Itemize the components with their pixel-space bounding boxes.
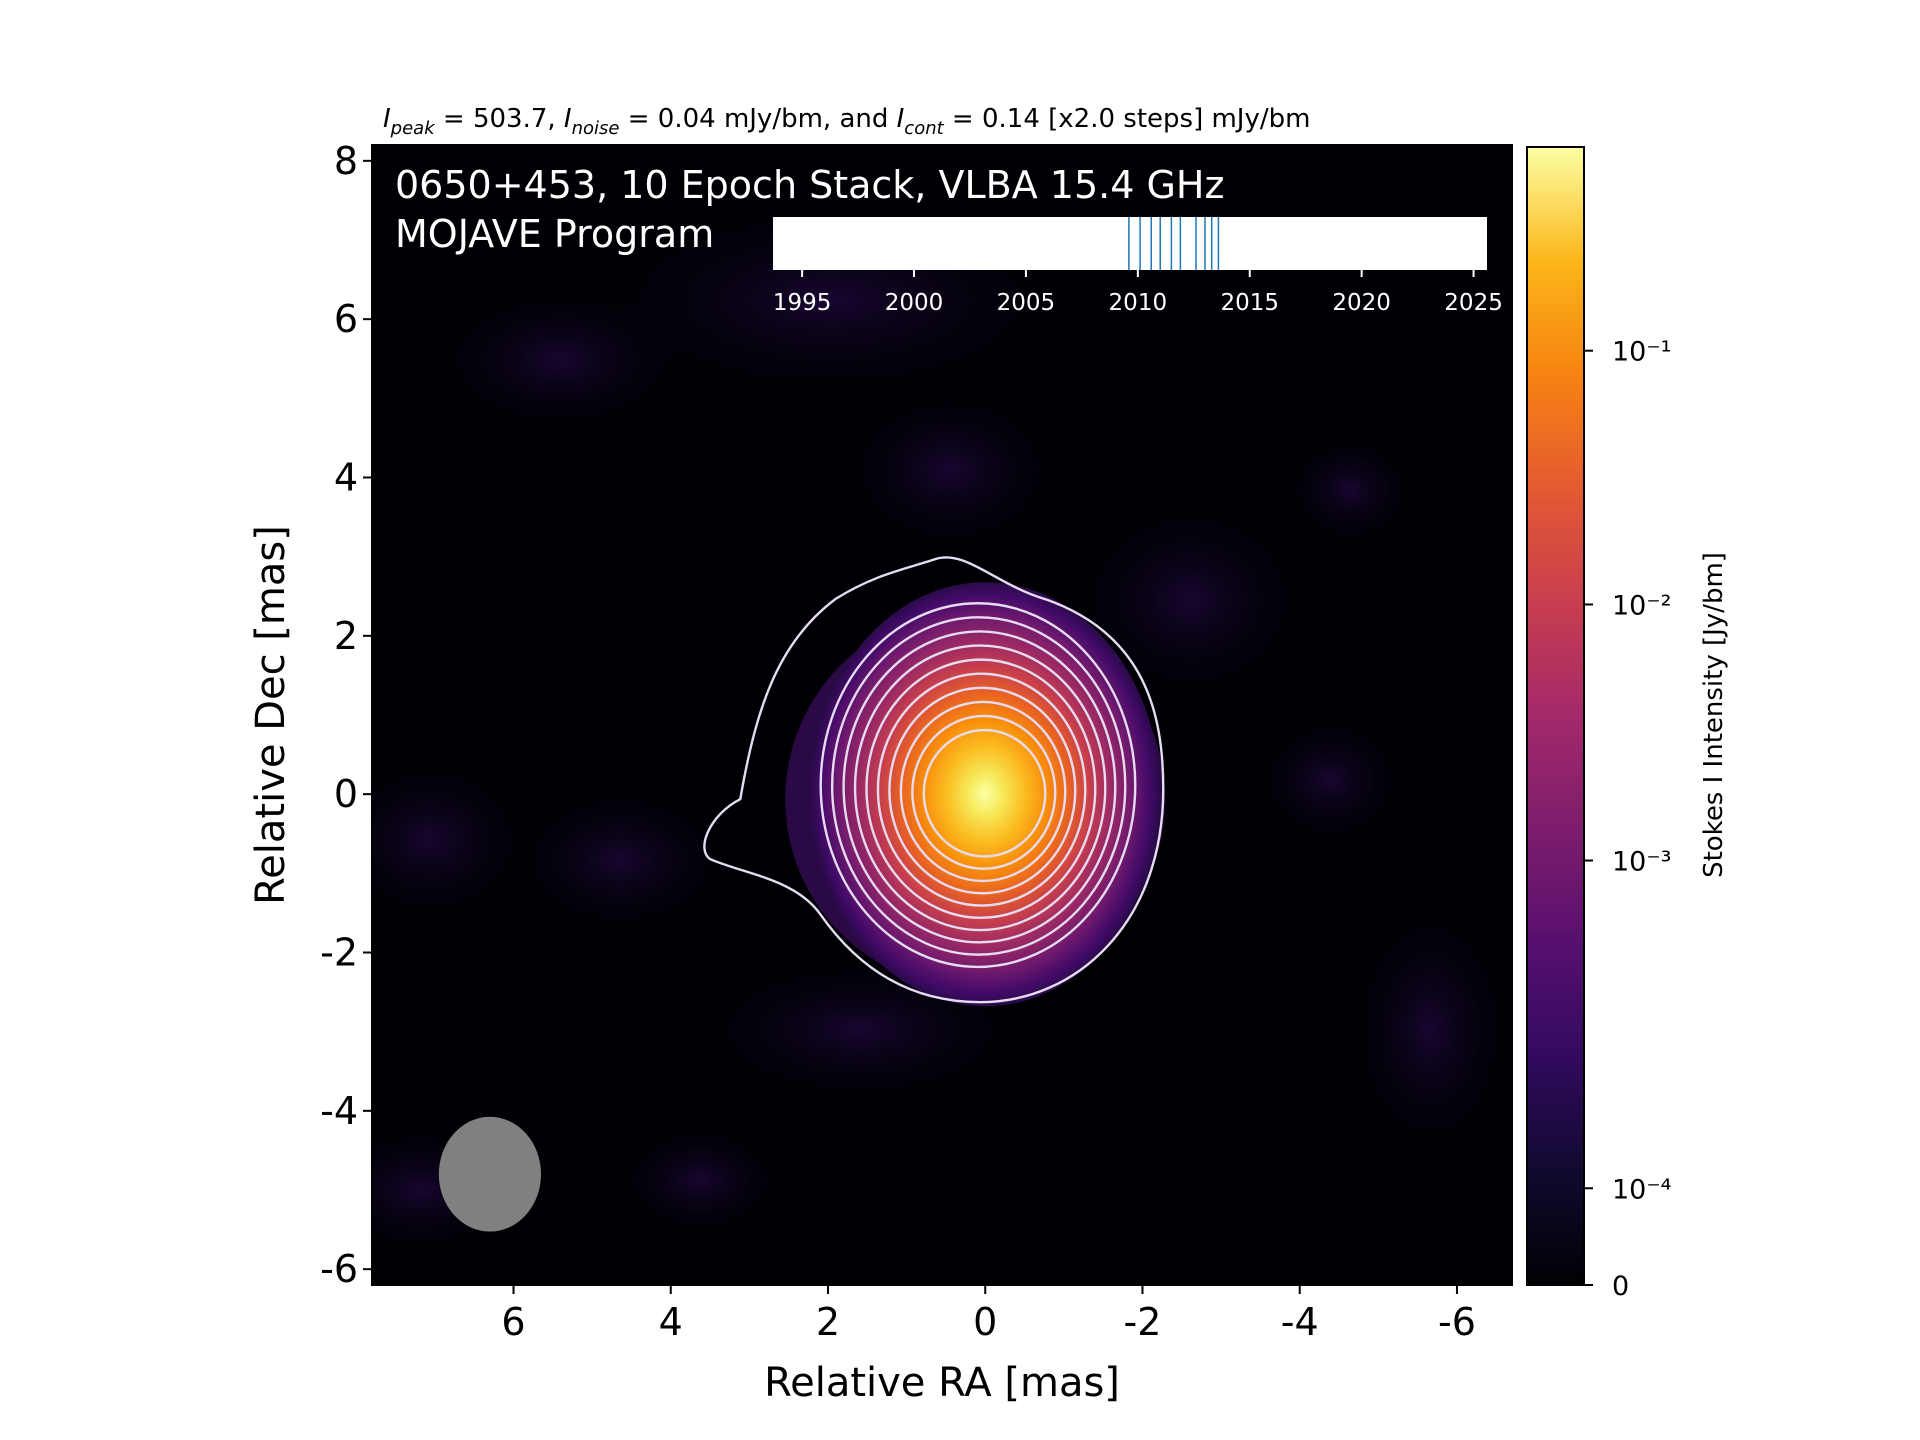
y-axis-label: Relative Dec [mas] [248,525,294,905]
cont-text: = 0.14 [x2.0 steps] mJy/bm [944,104,1311,134]
colorbar-tick-label: 10⁻¹ [1612,337,1671,368]
contour-level [911,714,1057,870]
epoch-tick-label: 2020 [1332,290,1391,316]
contour-level [819,602,1137,969]
x-tick-label: 4 [659,1300,683,1344]
colorbar-tick-label: 10⁻⁴ [1612,1174,1671,1205]
y-tick-label: 8 [334,139,358,183]
colorbar: 0 10⁻⁴ 10⁻³ 10⁻² 10⁻¹ Stokes I Intensity [Jy… [1526,146,1729,1302]
epoch-lines [1128,217,1220,270]
y-tick-label: -2 [320,931,358,975]
peak-subscript: peak [390,118,437,139]
image-frame [371,144,1513,1286]
y-axis-ticks: 8 6 4 2 0 -2 -4 -6 [320,139,372,1291]
x-tick-label: 0 [973,1300,997,1344]
contour-level [922,728,1047,858]
peak-symbol: I [383,104,391,134]
x-tick-label: -2 [1124,1300,1162,1344]
noise-subscript: noise [572,118,620,139]
epoch-tick-label: 2025 [1444,290,1503,316]
plot-title-line1: 0650+453, 10 Epoch Stack, VLBA 15.4 GHz [395,163,1224,207]
epoch-tick-label: 2010 [1109,290,1168,316]
colorbar-ticks: 0 10⁻⁴ 10⁻³ 10⁻² 10⁻¹ [1584,337,1671,1302]
y-tick-label: 6 [334,297,358,341]
epoch-ticks: 1995 2000 2005 2010 2015 2020 2025 [773,270,1503,316]
contour-level [842,630,1117,944]
x-axis-label: Relative RA [mas] [764,1360,1120,1406]
y-tick-label: 0 [334,772,358,816]
header-annotation: Ipeak = 503.7, Inoise = 0.04 mJy/bm, and… [383,104,1310,139]
epoch-tick-label: 2000 [885,290,944,316]
contour-level [876,672,1087,907]
noise-text: = 0.04 mJy/bm, and [619,104,896,134]
colorbar-tick-label: 0 [1612,1271,1629,1302]
peak-text: = 503.7, [435,104,564,134]
y-tick-label: 2 [334,614,358,658]
x-tick-label: -6 [1438,1300,1476,1344]
contour-level [853,644,1107,932]
epoch-tick-label: 1995 [773,290,832,316]
beam-ellipse [438,1116,542,1232]
epoch-timeline: 1995 2000 2005 2010 2015 2020 2025 [773,217,1503,316]
epoch-timeline-box [773,217,1487,270]
contour-set [703,556,1165,1004]
x-tick-label: 6 [501,1300,525,1344]
colorbar-label: Stokes I Intensity [Jy/bm] [1699,552,1729,878]
colorbar-tick-label: 10⁻³ [1612,847,1671,878]
contour-level [703,556,1165,1004]
plot-title-line2: MOJAVE Program [395,212,714,256]
x-axis-ticks: 6 4 2 0 -2 -4 -6 [501,1285,1476,1344]
noise-symbol: I [564,104,572,134]
contour-level [888,686,1077,895]
contour-level [899,700,1067,883]
y-tick-label: 4 [334,456,358,500]
x-tick-label: 2 [816,1300,840,1344]
y-tick-label: -6 [320,1247,358,1291]
contour-level [865,658,1097,920]
epoch-tick-label: 2005 [997,290,1056,316]
cont-symbol: I [897,104,905,134]
x-tick-label: -4 [1281,1300,1319,1344]
epoch-tick-label: 2015 [1220,290,1279,316]
contour-level [830,616,1127,956]
colorbar-gradient [1526,146,1585,1286]
cont-subscript: cont [904,118,944,139]
y-tick-label: -4 [320,1089,358,1133]
colorbar-tick-label: 10⁻² [1612,590,1671,621]
image-panel [372,145,1512,1285]
